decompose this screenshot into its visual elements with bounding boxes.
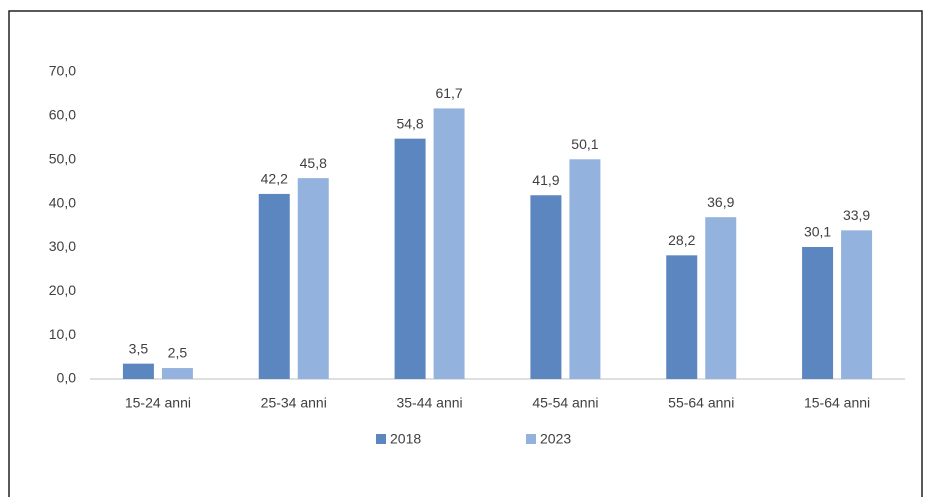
x-tick-label: 25-34 anni [261,395,327,411]
y-tick-label: 0,0 [57,370,77,386]
legend-label: 2018 [390,431,421,447]
x-tick-label: 15-24 anni [125,395,191,411]
value-label: 28,2 [668,232,695,248]
bar [705,217,737,379]
y-tick-label: 30,0 [49,238,76,254]
y-tick-label: 60,0 [49,107,76,123]
legend-label: 2023 [540,431,571,447]
bar [666,255,698,379]
value-label: 36,9 [707,194,734,210]
value-label: 30,1 [804,224,831,240]
value-label: 45,8 [300,155,327,171]
y-tick-label: 10,0 [49,326,76,342]
value-label: 54,8 [396,115,423,131]
y-tick-label: 50,0 [49,150,76,166]
bar [530,195,562,379]
x-tick-label: 55-64 anni [668,395,734,411]
bar [394,138,426,379]
value-label: 42,2 [261,171,288,187]
value-label: 61,7 [435,85,462,101]
bar [841,230,873,379]
bar [122,363,154,379]
value-label: 41,9 [532,172,559,188]
legend-swatch [526,434,536,444]
value-label: 3,5 [129,340,149,356]
value-label: 50,1 [571,136,598,152]
x-tick-label: 35-44 anni [396,395,462,411]
bar [297,178,329,379]
frame [8,10,923,497]
x-tick-label: 15-64 anni [804,395,870,411]
value-label: 33,9 [843,207,870,223]
bar [802,246,834,379]
y-tick-label: 20,0 [49,282,76,298]
bar [433,108,465,379]
bar [569,159,601,379]
legend-swatch [376,434,386,444]
y-tick-label: 70,0 [49,63,76,79]
y-tick-label: 40,0 [49,194,76,210]
bar [258,193,290,379]
bar [161,368,193,379]
value-label: 2,5 [168,345,188,361]
x-tick-label: 45-54 anni [532,395,598,411]
